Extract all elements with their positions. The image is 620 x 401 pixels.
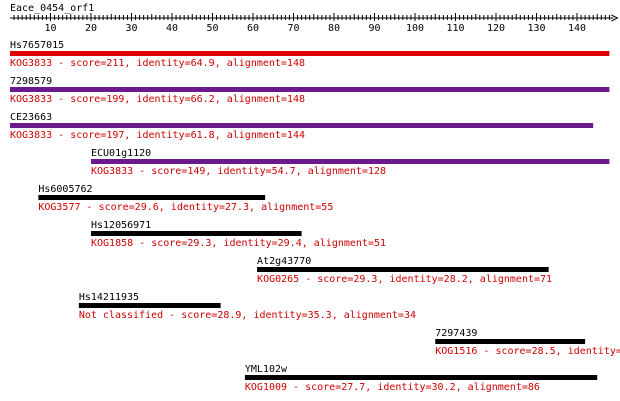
hit-bar[interactable]	[91, 159, 610, 164]
hit-row: ECU01g1120 KOG3833 - score=149, identity=…	[91, 148, 610, 177]
axis-tick-label: 110	[446, 23, 464, 34]
hit-list: Hs7657015 KOG3833 - score=211, identity=6…	[10, 40, 620, 393]
axis-arrow-icon	[611, 14, 619, 22]
axis-tick-label: 40	[166, 23, 178, 34]
axis-tick-label: 80	[328, 23, 340, 34]
axis-tick-label: 90	[368, 23, 380, 34]
hit-info: KOG3833 - score=211, identity=64.9, alig…	[10, 58, 305, 69]
hit-row: 7297439 KOG1516 - score=28.5, identity=3	[435, 328, 620, 357]
hit-row: Hs6005762 KOG3577 - score=29.6, identity=…	[38, 184, 333, 213]
hit-info: KOG0265 - score=29.3, identity=28.2, ali…	[257, 274, 552, 285]
hit-name[interactable]: 7298579	[10, 76, 52, 87]
hit-row: Hs14211935 Not classified - score=28.9, i…	[78, 292, 416, 321]
sequence-axis: 10 20 30 40 50 60 70 80 90 100 110 120 130 140	[10, 13, 619, 34]
hit-name[interactable]: Hs7657015	[10, 40, 64, 51]
hit-info: KOG3833 - score=197, identity=61.8, alig…	[10, 130, 305, 141]
hit-name[interactable]: ECU01g1120	[91, 148, 151, 159]
hit-name[interactable]: YML102w	[245, 364, 288, 375]
hit-row: Hs12056971 KOG1858 - score=29.3, identity…	[91, 220, 386, 249]
hit-name[interactable]: Hs14211935	[79, 292, 139, 303]
hit-info: KOG1858 - score=29.3, identity=29.4, ali…	[91, 238, 386, 249]
axis-tick-label: 30	[125, 23, 137, 34]
hit-info: KOG1516 - score=28.5, identity=3	[435, 346, 620, 357]
hit-row: 7298579 KOG3833 - score=199, identity=66.…	[10, 76, 610, 105]
axis-tick-label: 100	[406, 23, 424, 34]
hit-name[interactable]: At2g43770	[257, 256, 311, 267]
axis-tick-label: 10	[44, 23, 56, 34]
hit-bar[interactable]	[10, 87, 610, 92]
hit-bar[interactable]	[10, 51, 610, 56]
hit-bar[interactable]	[435, 339, 586, 344]
axis-tick-label: 60	[247, 23, 259, 34]
hit-bar[interactable]	[10, 123, 594, 128]
hit-info: KOG1009 - score=27.7, identity=30.2, ali…	[245, 382, 540, 393]
axis-tick-label: 20	[85, 23, 97, 34]
hit-info: KOG3833 - score=149, identity=54.7, alig…	[91, 166, 386, 177]
hit-row: CE23663 KOG3833 - score=197, identity=61.…	[10, 112, 594, 141]
hit-name[interactable]: Hs6005762	[38, 184, 92, 195]
hit-row: Hs7657015 KOG3833 - score=211, identity=6…	[10, 40, 610, 69]
hit-name[interactable]: CE23663	[10, 112, 52, 123]
hit-info: KOG3833 - score=199, identity=66.2, alig…	[10, 94, 305, 105]
hit-bar[interactable]	[257, 267, 549, 272]
hit-info: KOG3577 - score=29.6, identity=27.3, ali…	[38, 202, 333, 213]
hit-bar[interactable]	[91, 231, 302, 236]
axis-tick-label: 140	[568, 23, 586, 34]
hit-row: YML102w KOG1009 - score=27.7, identity=30…	[244, 364, 598, 393]
hit-name[interactable]: 7297439	[435, 328, 477, 339]
hit-row: At2g43770 KOG0265 - score=29.3, identity=…	[257, 256, 552, 285]
axis-tick-label: 120	[487, 23, 505, 34]
hit-bar[interactable]	[244, 375, 598, 380]
axis-tick-label: 50	[206, 23, 218, 34]
hit-name[interactable]: Hs12056971	[91, 220, 151, 231]
hit-bar[interactable]	[38, 195, 266, 200]
axis-tick-label: 130	[527, 23, 545, 34]
query-title: Eace_0454_orf1	[10, 3, 94, 14]
axis-tick-label: 70	[287, 23, 299, 34]
hit-bar[interactable]	[78, 303, 221, 308]
hit-info: Not classified - score=28.9, identity=35…	[79, 310, 416, 321]
